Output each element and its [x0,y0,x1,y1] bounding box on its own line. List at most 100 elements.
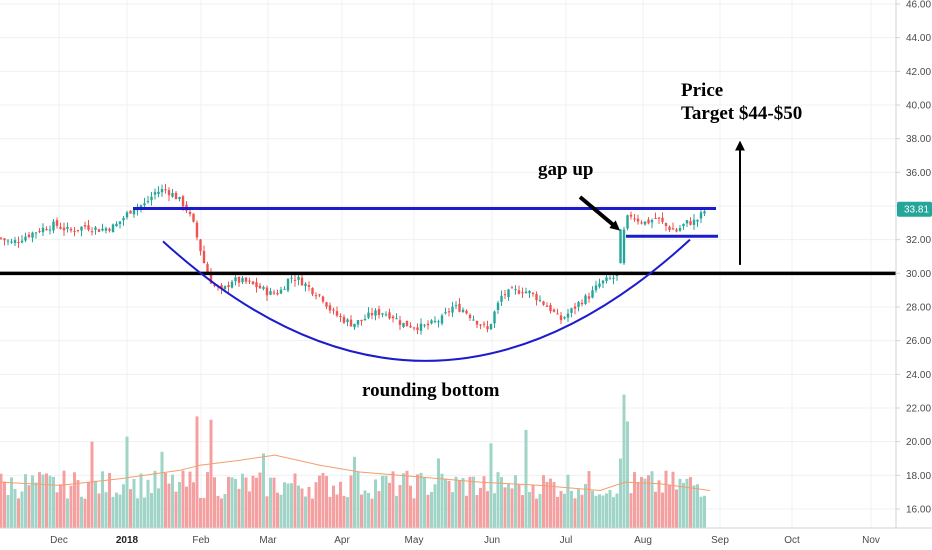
volume-bar [409,485,412,528]
volume-bar [195,416,199,528]
candle-body [188,211,192,215]
candle-body [118,221,122,225]
volume-bar [209,419,213,528]
candle-body [570,308,573,313]
volume-bar [332,485,335,528]
volume-bar [272,477,276,528]
candle-body [612,277,615,279]
volume-bar [223,494,227,528]
candle-body [202,250,206,264]
volume-bar [297,485,300,528]
candle-body [559,315,563,321]
volume-bar [171,474,174,528]
candle-body [468,314,472,319]
volume-bar [353,456,356,528]
candle-body [167,190,171,196]
candle-body [272,292,276,294]
candle-body [139,205,143,208]
volume-bar [384,475,388,528]
x-tick-label: Apr [334,535,350,546]
candle-body [255,282,258,288]
volume-bar [608,489,612,528]
candle-body [129,210,132,214]
x-tick-label: May [405,535,424,546]
candle-body [703,211,706,214]
volume-bar [419,472,423,528]
volume-bar [45,473,48,528]
y-tick-label: 30.00 [906,269,931,280]
candle-body [59,226,62,229]
volume-bar [52,476,55,528]
candle-body [605,277,608,282]
volume-bar [573,498,577,528]
candle-body [223,286,227,289]
candle-body [178,196,181,200]
x-tick-label: Dec [50,535,68,546]
candle-body [388,312,391,319]
candle-body [552,309,556,312]
volume-bar [167,483,171,528]
candle-body [48,229,52,231]
volume-bar [650,471,654,528]
candle-body [580,302,584,305]
volume-bar [283,482,286,528]
volume-bar [265,496,269,528]
volume-bar [174,491,178,528]
volume-bar [62,470,66,528]
candle-body [391,316,395,319]
volume-bar [626,421,629,528]
volume-bar [559,491,563,528]
volume-bar [269,477,272,528]
volume-bar [647,475,650,528]
volume-bar [437,458,440,528]
volume-bar [129,489,132,528]
candle-body [269,291,272,295]
candle-body [619,229,622,264]
candle-body [573,306,577,309]
rounding-bottom-label: rounding bottom [362,380,500,401]
candle-body [367,312,370,318]
candle-body [174,192,178,200]
x-tick-label: 2018 [116,535,139,546]
x-tick-label: Sep [711,535,729,546]
volume-bar [328,496,332,528]
volume-bar [643,478,647,528]
candle-body [265,287,269,296]
candle-body [24,236,27,241]
candle-body [290,277,293,279]
y-tick-label: 36.00 [906,168,931,179]
x-tick-label: Jul [560,535,573,546]
candle-body [566,313,570,318]
candle-body [398,320,402,325]
volume-bar [482,476,486,528]
volume-bar [17,498,20,528]
candle-body [94,227,97,230]
candle-body [328,305,332,311]
volume-bar [465,495,468,528]
volume-bar [685,478,689,528]
volume-bar [395,495,398,528]
volume-moving-average [0,454,711,492]
candle-body [45,228,48,231]
candle-body [517,290,521,294]
volume-bar [108,472,111,528]
candle-body [671,228,675,230]
candle-body [447,311,451,313]
volume-bar [216,495,220,528]
volume-bar [503,487,507,528]
y-tick-label: 18.00 [906,471,931,482]
volume-bar [3,481,6,528]
candle-body [563,317,566,319]
volume-bar [423,477,426,528]
volume-bar [241,473,244,528]
candle-body [657,217,661,219]
candle-body [69,228,73,231]
volume-bar [682,482,685,528]
candle-body [41,227,45,233]
candle-body [342,316,346,323]
candle-body [405,320,409,327]
volume-bar [363,490,367,528]
y-tick-label: 24.00 [906,370,931,381]
volume-bar [41,474,45,528]
